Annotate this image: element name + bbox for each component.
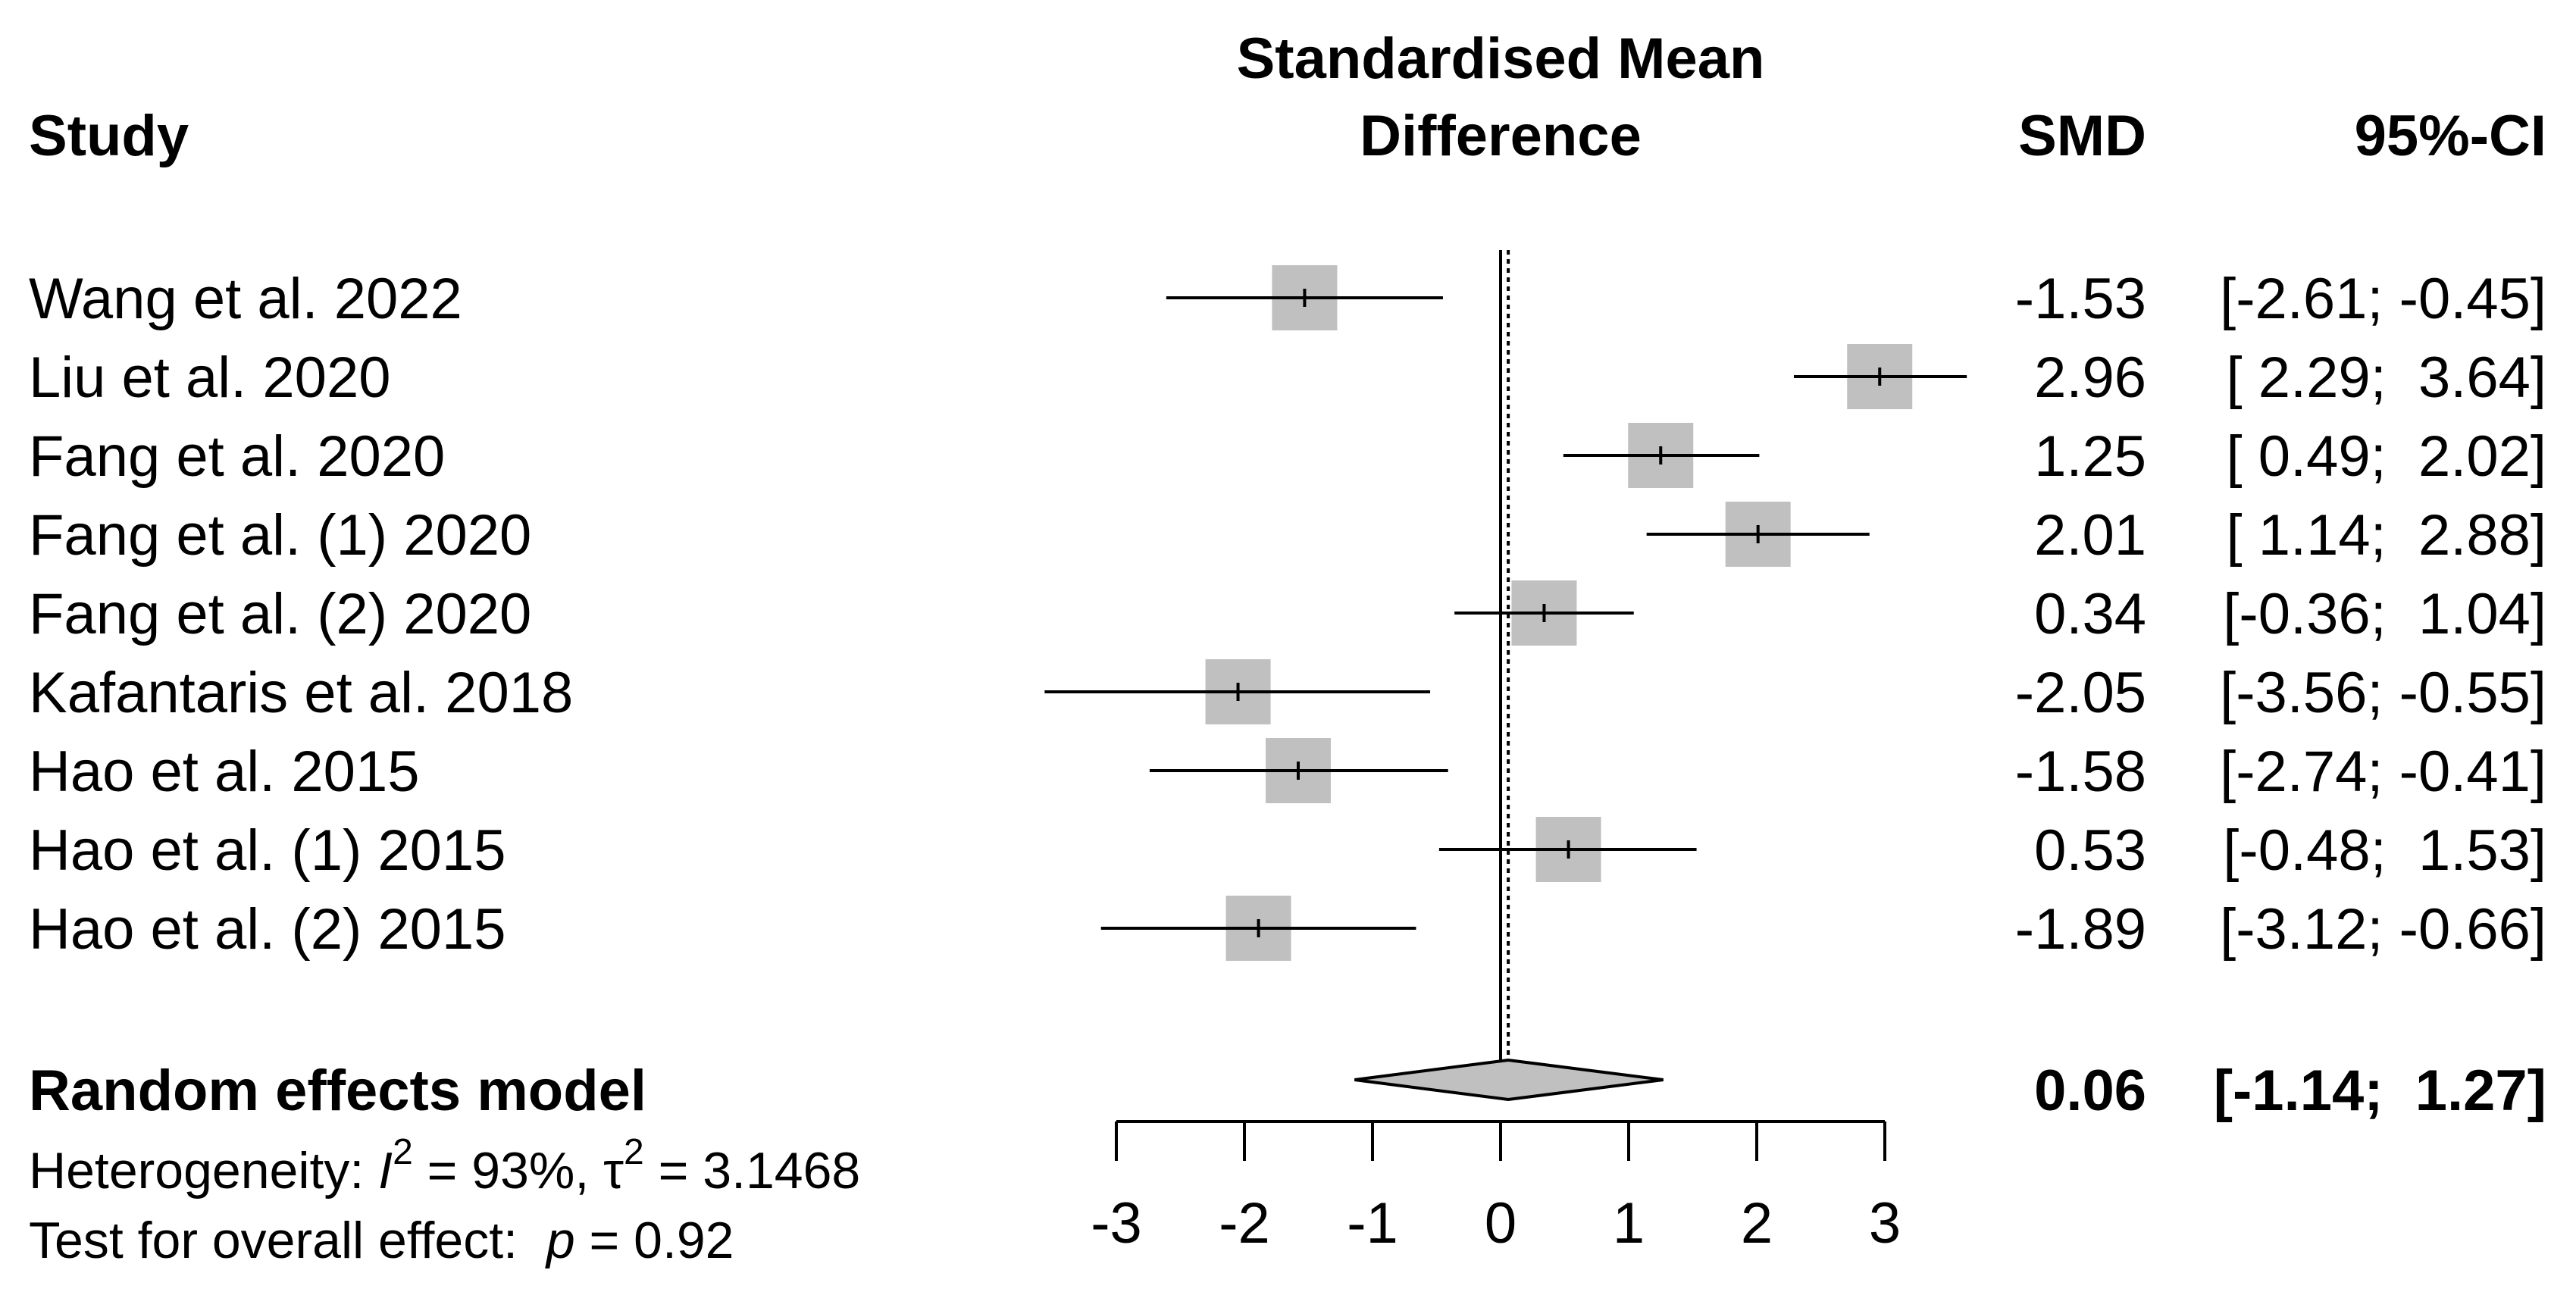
study-label: Hao et al. 2015: [29, 740, 420, 804]
study-smd: -1.58: [2015, 740, 2146, 804]
header-smd: SMD: [2018, 104, 2146, 168]
i2-value: = 93%,: [413, 1142, 603, 1200]
study-ci: [ 2.29; 3.64]: [2226, 346, 2546, 410]
x-axis: -3 -2 -1 0 1 2 3: [1091, 1120, 1901, 1256]
study-label: Fang et al. 2020: [29, 424, 445, 489]
study-labels: Wang et al. 2022 Liu et al. 2020 Fang et a…: [29, 267, 573, 962]
x-axis-tick-label: -3: [1091, 1191, 1142, 1256]
heterogeneity-text: Heterogeneity: I2 = 93%, τ2 = 3.1468: [29, 1132, 860, 1200]
study-ci: [-2.61; -0.45]: [2220, 267, 2546, 331]
study-values: -1.53 [-2.61; -0.45] 2.96 [ 2.29; 3.64] 1.25…: [2015, 267, 2546, 962]
study-label: Hao et al. (2) 2015: [29, 897, 506, 962]
pooled-label: Random effects model: [29, 1059, 646, 1123]
study-smd: 2.96: [2034, 346, 2146, 410]
study-smd: 0.34: [2034, 582, 2146, 646]
pooled-ci: [-1.14; 1.27]: [2214, 1059, 2546, 1123]
study-ci: [ 0.49; 2.02]: [2226, 424, 2546, 489]
study-smd: 0.53: [2034, 818, 2146, 883]
x-axis-tick-label: 0: [1485, 1191, 1516, 1256]
i2-superscript: 2: [393, 1132, 413, 1172]
tau-superscript: 2: [624, 1132, 644, 1172]
study-smd: -1.53: [2015, 267, 2146, 331]
heterogeneity-prefix: Heterogeneity:: [29, 1142, 378, 1200]
overall-effect-text: Test for overall effect: p = 0.92: [29, 1212, 734, 1269]
study-label: Fang et al. (2) 2020: [29, 582, 531, 646]
study-smd: -2.05: [2015, 661, 2146, 725]
study-label: Kafantaris et al. 2018: [29, 661, 573, 725]
header-plot-title-line1: Standardised Mean: [1237, 27, 1765, 91]
study-ci: [-3.12; -0.66]: [2220, 897, 2546, 962]
pooled-smd: 0.06: [2034, 1059, 2146, 1123]
study-ci: [-0.48; 1.53]: [2223, 818, 2546, 883]
tau-symbol: τ: [603, 1142, 624, 1200]
i2-symbol: I: [378, 1142, 393, 1200]
study-ci: [ 1.14; 2.88]: [2226, 503, 2546, 568]
header-plot-title-line2: Difference: [1360, 104, 1642, 168]
study-label: Fang et al. (1) 2020: [29, 503, 531, 568]
study-ci: [-2.74; -0.41]: [2220, 740, 2546, 804]
study-smd: 1.25: [2034, 424, 2146, 489]
study-label: Wang et al. 2022: [29, 267, 462, 331]
overall-effect-prefix: Test for overall effect:: [29, 1212, 546, 1269]
header-ci: 95%-CI: [2355, 104, 2546, 168]
study-ci: [-0.36; 1.04]: [2223, 582, 2546, 646]
p-symbol: p: [545, 1212, 575, 1269]
x-axis-tick-label: -1: [1347, 1191, 1398, 1256]
x-axis-tick-label: 2: [1741, 1191, 1773, 1256]
x-axis-tick-label: 1: [1613, 1191, 1645, 1256]
study-smd: -1.89: [2015, 897, 2146, 962]
x-axis-tick-label: 3: [1869, 1191, 1901, 1256]
pooled-diamond: [1354, 1058, 1664, 1102]
study-smd: 2.01: [2034, 503, 2146, 568]
p-value: = 0.92: [575, 1212, 734, 1269]
header-study: Study: [29, 104, 189, 168]
study-label: Liu et al. 2020: [29, 346, 391, 410]
tau-value: = 3.1468: [644, 1142, 860, 1200]
study-marks: [1044, 265, 1967, 961]
study-label: Hao et al. (1) 2015: [29, 818, 506, 883]
study-ci: [-3.56; -0.55]: [2220, 661, 2546, 725]
x-axis-tick-label: -2: [1219, 1191, 1270, 1256]
